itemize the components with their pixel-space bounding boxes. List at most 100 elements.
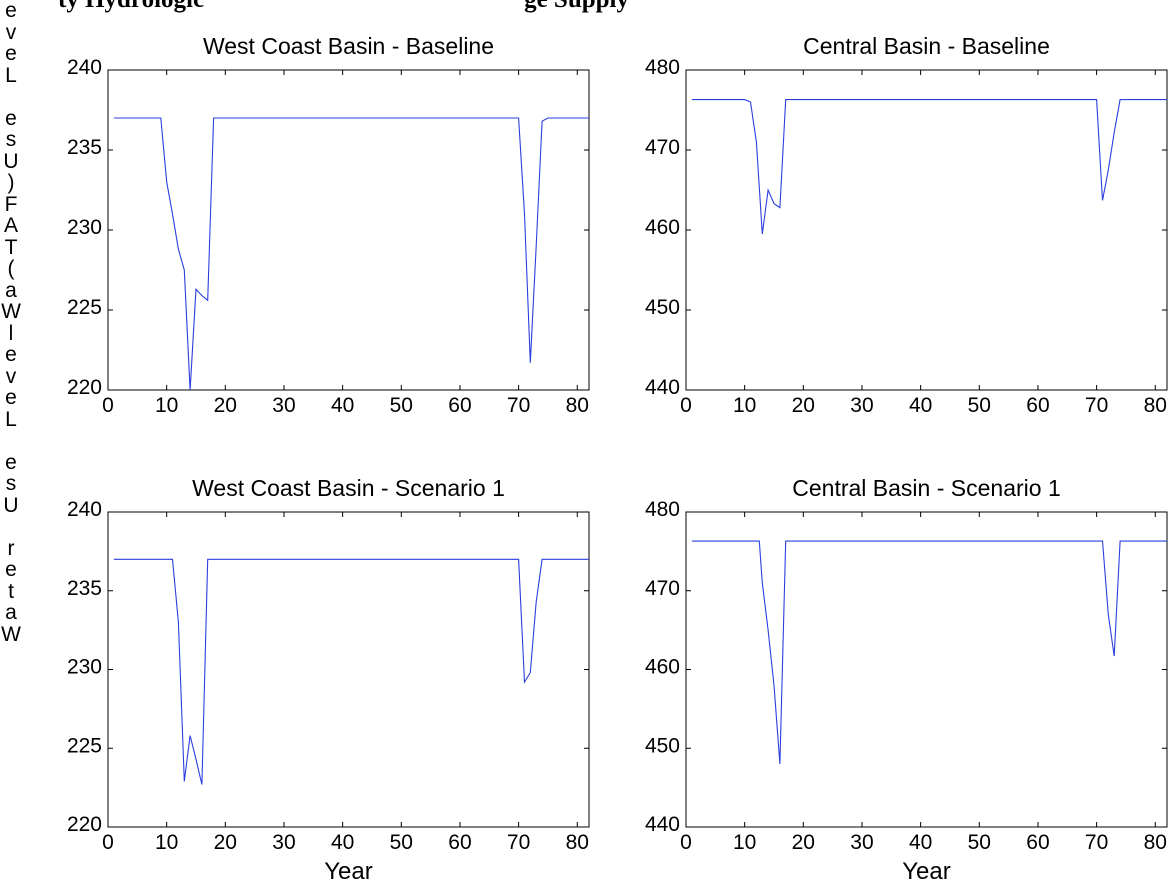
y-axis-label-letter: A (3, 214, 18, 237)
data-point (1102, 541, 1103, 542)
x-tick-label: 70 (507, 831, 530, 854)
data-point (178, 622, 179, 623)
y-tick-label: 450 (645, 734, 680, 757)
y-tick-label: 240 (67, 56, 102, 79)
x-tick-label: 0 (680, 394, 692, 417)
y-tick-label: 235 (67, 577, 102, 600)
y-axis-label-letter: e (5, 450, 17, 474)
y-tick-label: 470 (645, 136, 680, 159)
x-tick-label: 40 (909, 831, 932, 854)
data-point (184, 269, 185, 270)
x-tick-label: 30 (850, 831, 873, 854)
data-point (518, 559, 519, 560)
data-point (779, 207, 780, 208)
x-tick-label: 50 (390, 394, 413, 417)
y-tick-label: 230 (67, 656, 102, 679)
data-point (1166, 541, 1167, 542)
x-tick-label: 70 (1085, 394, 1108, 417)
x-tick-label: 20 (792, 831, 815, 854)
x-tick-label: 80 (1144, 394, 1167, 417)
data-point (750, 101, 751, 102)
y-axis-label-letter: U (3, 493, 19, 517)
data-point (773, 203, 774, 204)
y-tick-label: 460 (645, 656, 680, 679)
data-point (785, 541, 786, 542)
y-axis-label-letter: s (5, 472, 17, 495)
x-tick-label: 0 (102, 831, 114, 854)
x-tick-label: 0 (680, 831, 692, 854)
x-tick-label: 10 (155, 831, 178, 854)
data-point (1166, 99, 1167, 100)
data-point (541, 559, 542, 560)
y-tick-label: 235 (67, 136, 102, 159)
figure-title: ty Hydrologic ge Supply (58, 0, 629, 14)
data-point (536, 601, 537, 602)
data-point (1108, 614, 1109, 615)
y-axis-label-letter: ( (7, 257, 15, 280)
chart-title: Central Basin - Scenario 1 (792, 475, 1060, 501)
x-tick-label: 50 (968, 394, 991, 417)
data-point (201, 784, 202, 785)
data-point (113, 117, 114, 118)
data-point (172, 213, 173, 214)
x-tick-label: 80 (1144, 831, 1167, 854)
y-axis-label-letter: e (5, 343, 17, 366)
y-tick-label: 480 (645, 56, 680, 79)
data-point (1114, 656, 1115, 657)
x-tick-label: 80 (566, 831, 589, 854)
series-line (113, 558, 589, 785)
y-axis-label-letter: v (5, 364, 17, 388)
y-axis-label-letter: a (5, 601, 17, 624)
data-point (207, 559, 208, 560)
data-point (524, 213, 525, 214)
data-point (691, 541, 692, 542)
data-point (756, 141, 757, 142)
y-axis-label-letter: U (3, 149, 19, 173)
chart-panel-2: Central Basin - Baseline 0 10 20 30 40 50 60 70 8… (645, 33, 1168, 417)
data-point (518, 117, 519, 118)
y-tick-label: 440 (645, 376, 680, 399)
x-tick-label: 10 (733, 831, 756, 854)
series-line (691, 99, 1167, 235)
chart-title: West Coast Basin - Baseline (203, 33, 494, 59)
chart-title: West Coast Basin - Scenario 1 (192, 475, 505, 501)
data-point (588, 117, 589, 118)
data-point (530, 672, 531, 673)
data-point (207, 300, 208, 301)
x-tick-label: 20 (792, 394, 815, 417)
data-point (547, 117, 548, 118)
y-axis-label-letter: l (8, 321, 14, 345)
y-axis-label-letter: L (5, 63, 17, 87)
data-point (213, 559, 214, 560)
data-point (773, 685, 774, 686)
y-tick-label: 225 (67, 296, 102, 319)
x-tick-label: 60 (448, 831, 471, 854)
x-tick-label: 40 (909, 394, 932, 417)
data-point (530, 362, 531, 363)
chart-panel-4: Central Basin - Scenario 1 0 10 20 30 40 50 60 7… (645, 475, 1168, 885)
x-tick-label: 70 (1085, 831, 1108, 854)
y-axis-label-letter: L (5, 407, 17, 431)
data-point (1096, 99, 1097, 100)
x-tick-label: 10 (155, 394, 178, 417)
y-axis-label-letter: s (5, 128, 17, 151)
data-point (1125, 541, 1126, 542)
y-axis-label-letter: T (4, 235, 18, 259)
y-tick-label: 480 (645, 498, 680, 521)
data-point (166, 181, 167, 182)
data-point (768, 189, 769, 190)
y-axis-label-letter: e (5, 558, 17, 581)
data-point (1108, 169, 1109, 170)
x-tick-label: 80 (566, 394, 589, 417)
data-point (201, 295, 202, 296)
x-tick-label: 20 (214, 831, 237, 854)
data-point (213, 117, 214, 118)
x-tick-label: 30 (272, 394, 295, 417)
chart-panel-1: West Coast Basin - Baseline 0 10 20 30 40 50 60… (67, 33, 590, 417)
data-point (547, 559, 548, 560)
data-point (160, 117, 161, 118)
data-point (1125, 99, 1126, 100)
x-tick-label: 0 (102, 394, 114, 417)
